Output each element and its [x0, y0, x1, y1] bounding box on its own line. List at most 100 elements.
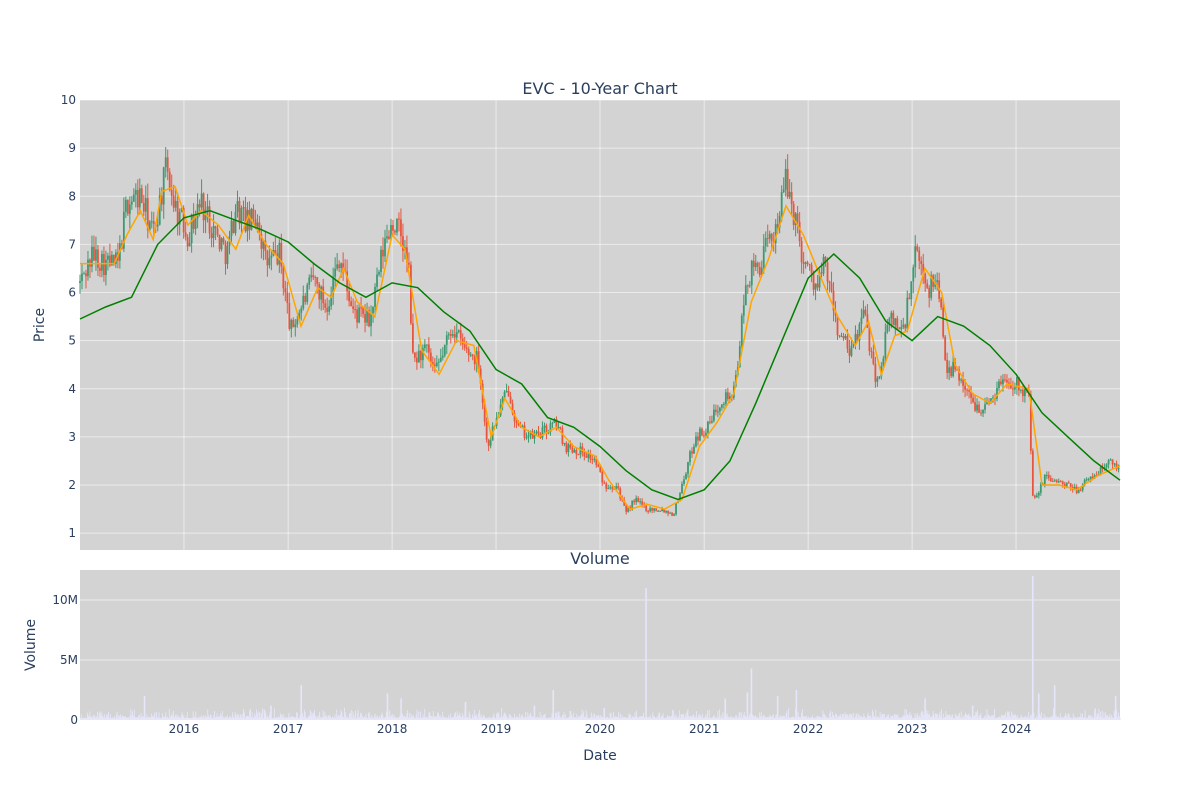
candle-body [1099, 467, 1102, 475]
volume-bar [552, 690, 555, 720]
candle-body [437, 361, 440, 363]
volume-bar [98, 712, 100, 720]
volume-bar [203, 715, 204, 720]
candle-body [657, 510, 659, 512]
volume-bar [681, 714, 683, 720]
volume-bar [905, 715, 907, 720]
volume-bar [737, 716, 739, 720]
volume-bar [918, 717, 919, 720]
volume-bar [469, 714, 471, 720]
volume-bar [580, 714, 582, 720]
volume-bar [912, 718, 914, 720]
volume-bar [1042, 717, 1044, 720]
volume-bar [640, 716, 642, 720]
volume-bar [756, 718, 758, 720]
volume-bar [217, 717, 219, 720]
volume-bar [933, 713, 935, 720]
volume-bar [390, 715, 392, 720]
volume-bar [1107, 717, 1109, 720]
candle-body [266, 251, 269, 266]
volume-bar [363, 716, 365, 720]
candle-body [906, 297, 909, 329]
volume-bar [595, 718, 597, 720]
volume-bar [801, 712, 802, 720]
volume-bar [80, 714, 82, 720]
candle-body [768, 233, 771, 239]
volume-bar [715, 717, 717, 720]
volume-bar [494, 717, 496, 720]
volume-bar [389, 710, 391, 720]
volume-bar [594, 714, 596, 720]
candle-body [252, 208, 255, 219]
candle-body [144, 198, 147, 212]
volume-bar [797, 711, 799, 720]
candle-body [1083, 479, 1086, 485]
candle-body [1081, 484, 1084, 491]
volume-bar [1097, 714, 1099, 720]
volume-bar [92, 714, 94, 720]
candle-body [543, 425, 546, 428]
volume-bar [226, 715, 228, 720]
volume-bar [615, 717, 617, 720]
volume-bar [806, 715, 808, 720]
volume-bar [218, 716, 220, 720]
volume-bar [536, 717, 538, 720]
volume-bar [838, 715, 840, 720]
x-tick-label: 2023 [897, 722, 928, 736]
volume-bar [881, 713, 883, 720]
candle-body [912, 267, 915, 282]
candle-body [910, 281, 913, 300]
candle-body [693, 446, 695, 454]
candle-body [400, 219, 402, 237]
volume-bar [145, 717, 147, 720]
volume-bar [414, 717, 416, 720]
volume-bar [422, 714, 424, 720]
volume-bar [97, 711, 98, 720]
candle-body [940, 298, 943, 308]
candle-body [292, 319, 295, 328]
volume-bar [701, 716, 702, 720]
volume-bar [194, 717, 196, 720]
volume-bar [749, 712, 751, 720]
volume-bar [971, 717, 972, 720]
volume-bar [992, 714, 994, 720]
volume-bar [437, 712, 439, 720]
volume-bar [212, 718, 214, 720]
volume-bar [1092, 716, 1094, 720]
volume-bar [268, 715, 270, 720]
volume-bar [1040, 716, 1042, 720]
volume-bar [676, 715, 678, 720]
volume-bar [84, 717, 86, 720]
volume-bar [987, 715, 989, 720]
volume-bar [920, 712, 922, 720]
candle-body [689, 451, 691, 463]
volume-bar [380, 714, 382, 720]
volume-bar [654, 716, 656, 720]
candle-body [611, 487, 614, 489]
candle-body [866, 314, 869, 328]
candle-body [974, 402, 976, 411]
volume-bar [628, 713, 630, 720]
volume-bar [501, 708, 503, 720]
volume-bar [546, 717, 548, 720]
volume-bar [179, 717, 181, 720]
volume-bar [891, 716, 893, 720]
volume-bar [616, 717, 618, 720]
volume-bar [691, 716, 693, 720]
candle-body [908, 297, 911, 300]
volume-bar [423, 717, 425, 720]
volume-bar [152, 716, 154, 720]
candle-body [194, 218, 197, 229]
volume-bar [1005, 712, 1007, 720]
volume-bar [818, 716, 820, 720]
volume-bar [452, 717, 454, 720]
volume-bar [959, 717, 961, 720]
volume-bar [725, 715, 727, 720]
volume-bar [1036, 717, 1038, 720]
volume-bar [674, 713, 676, 720]
volume-bar [898, 718, 900, 720]
candle-body [388, 236, 390, 239]
volume-bar [305, 717, 307, 720]
volume-bar [1046, 718, 1048, 720]
volume-bar [1113, 710, 1115, 720]
